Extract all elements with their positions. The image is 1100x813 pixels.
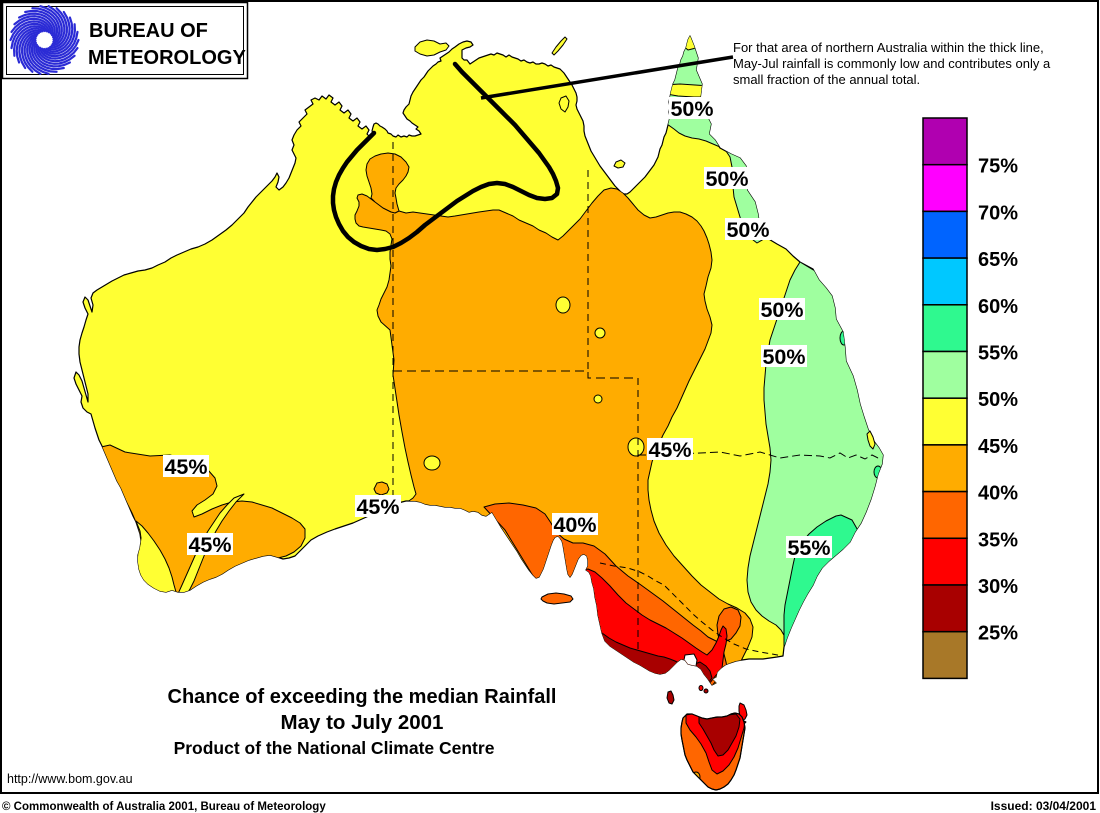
svg-text:50%: 50%	[726, 218, 769, 242]
svg-text:http://www.bom.gov.au: http://www.bom.gov.au	[7, 772, 133, 786]
svg-text:50%: 50%	[978, 389, 1018, 411]
svg-text:30%: 30%	[978, 576, 1018, 598]
svg-text:35%: 35%	[978, 529, 1018, 551]
svg-text:BUREAU OF: BUREAU OF	[89, 20, 208, 42]
svg-text:40%: 40%	[553, 513, 596, 537]
svg-text:May to July 2001: May to July 2001	[281, 711, 444, 734]
svg-text:55%: 55%	[978, 343, 1018, 365]
svg-text:45%: 45%	[188, 533, 231, 557]
svg-text:Product of the National Climat: Product of the National Climate Centre	[174, 738, 495, 758]
svg-text:small fraction of the annual t: small fraction of the annual total.	[733, 72, 920, 87]
svg-text:65%: 65%	[978, 249, 1018, 271]
svg-text:50%: 50%	[760, 298, 803, 322]
svg-text:55%: 55%	[787, 536, 830, 560]
svg-text:For that area of northern Aust: For that area of northern Australia with…	[733, 40, 1044, 55]
svg-text:50%: 50%	[670, 97, 713, 121]
svg-text:45%: 45%	[978, 436, 1018, 458]
svg-text:50%: 50%	[762, 345, 805, 369]
svg-text:60%: 60%	[978, 296, 1018, 318]
svg-text:May-Jul rainfall is commonly l: May-Jul rainfall is commonly low and con…	[733, 56, 1051, 71]
svg-text:45%: 45%	[164, 455, 207, 479]
svg-text:75%: 75%	[978, 156, 1018, 178]
svg-text:45%: 45%	[648, 438, 691, 462]
svg-text:25%: 25%	[978, 623, 1018, 645]
svg-text:METEOROLOGY: METEOROLOGY	[88, 47, 246, 69]
svg-text:50%: 50%	[705, 167, 748, 191]
svg-text:45%: 45%	[356, 495, 399, 519]
svg-text:40%: 40%	[978, 483, 1018, 505]
svg-text:© Commonwealth of Australia 20: © Commonwealth of Australia 2001, Bureau…	[2, 801, 326, 813]
svg-text:Chance of exceeding the median: Chance of exceeding the median Rainfall	[168, 686, 557, 708]
svg-text:70%: 70%	[978, 202, 1018, 224]
svg-text:Issued: 03/04/2001: Issued: 03/04/2001	[991, 799, 1097, 813]
